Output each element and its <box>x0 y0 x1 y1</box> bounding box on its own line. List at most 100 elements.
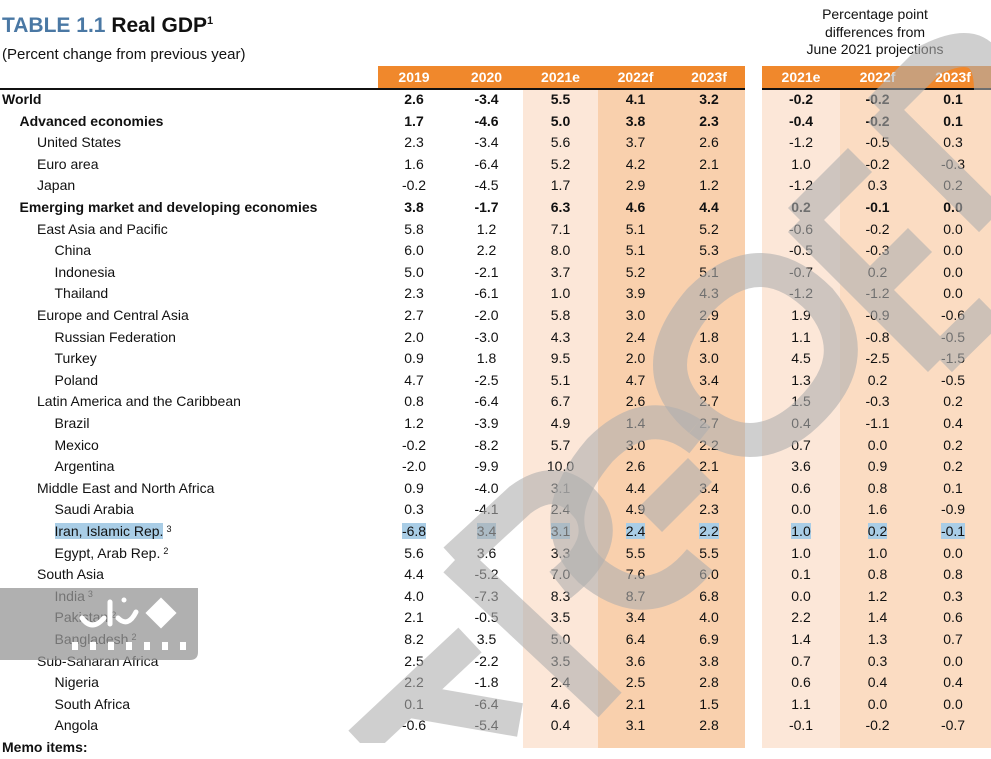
value-cell: 1.7 <box>523 177 598 194</box>
value-cell: 2.6 <box>598 458 673 475</box>
table-row: Egypt, Arab Rep. 2 5.6 3.6 3.3 5.5 5.5 1.0 1.0 0.… <box>0 543 991 565</box>
diff-cell-text: -0.5 <box>865 134 890 151</box>
value-cell-text: 4.7 <box>625 371 646 388</box>
row-label: Egypt, Arab Rep. 2 <box>55 545 169 562</box>
diff-cell-text: -0.2 <box>865 112 890 129</box>
table-row: Latin America and the Caribbean 0.8 -6.4 6.… <box>0 391 991 413</box>
row-label-text: China <box>54 242 92 259</box>
value-cell: 1.7 <box>378 113 450 130</box>
diff-cell: 0.7 <box>762 653 840 670</box>
value-cell: 7.0 <box>523 566 598 583</box>
diff-cell-text: 0.0 <box>943 285 963 302</box>
diff-column-header: 2021e <box>781 69 821 85</box>
row-label: East Asia and Pacific <box>37 221 168 238</box>
value-cell-text: 2.2 <box>404 674 424 691</box>
value-cell: -2.0 <box>378 458 450 475</box>
value-cell-text: 5.3 <box>699 242 719 259</box>
value-cell-text: 0.3 <box>404 501 424 518</box>
table-subtitle: (Percent change from previous year) <box>2 46 246 63</box>
diff-cell: -0.1 <box>762 717 840 734</box>
diff-cell: 0.1 <box>915 480 991 497</box>
value-cell: 2.3 <box>378 134 450 151</box>
value-cell-text: -4.0 <box>474 479 499 496</box>
diff-cell-text: 0.6 <box>791 674 811 691</box>
value-cell-text: 1.7 <box>404 112 424 129</box>
table-title-text: Real GDP <box>111 14 208 37</box>
diff-cell-text: -2.5 <box>865 350 890 367</box>
value-cell: 5.5 <box>598 545 673 562</box>
diff-cell: -0.1 <box>840 199 915 216</box>
value-cell-text: 3.4 <box>476 523 497 539</box>
diff-cell: -1.2 <box>840 285 915 302</box>
value-cell: 4.3 <box>673 285 745 302</box>
value-cell: 5.1 <box>673 264 745 281</box>
diff-cell: 0.2 <box>762 199 840 216</box>
value-cell: 3.8 <box>673 653 745 670</box>
diff-cell-text: 1.0 <box>867 544 888 561</box>
value-cell: 7.1 <box>523 221 598 238</box>
diff-cell-text: 1.0 <box>791 544 811 561</box>
diff-cell-text: 0.8 <box>943 566 963 583</box>
value-cell: 2.4 <box>523 674 598 691</box>
value-cell: 6.8 <box>673 588 745 605</box>
value-cell-text: 3.2 <box>699 91 719 107</box>
diff-cell: 0.2 <box>840 523 915 540</box>
value-cell: 8.7 <box>598 588 673 605</box>
value-cell: 3.4 <box>673 372 745 389</box>
value-cell-text: 6.7 <box>550 393 571 410</box>
row-label: World <box>2 91 41 108</box>
table-row: Europe and Central Asia 2.7 -2.0 5.8 3.0 2.9 1… <box>0 305 991 327</box>
value-cell-text: 3.0 <box>699 350 719 367</box>
diff-cell-text: 1.0 <box>791 523 811 539</box>
value-cell: 4.3 <box>523 329 598 346</box>
value-cell: -6.4 <box>450 393 523 410</box>
value-cell: 5.5 <box>673 545 745 562</box>
value-cell-text: 5.2 <box>625 263 646 280</box>
value-cell-text: 3.0 <box>625 307 646 323</box>
diff-cell-text: 1.2 <box>867 587 888 604</box>
row-label: Bangladesh 2 <box>55 631 137 648</box>
diff-cell: 1.4 <box>762 631 840 648</box>
value-cell: 8.3 <box>523 588 598 605</box>
value-cell: 4.9 <box>598 501 673 518</box>
row-label-text: India <box>54 587 85 604</box>
value-cell-text: 2.7 <box>404 307 424 323</box>
diff-cell: -0.7 <box>915 717 991 734</box>
diff-cell: -0.2 <box>840 91 915 108</box>
value-cell-text: 4.0 <box>699 609 719 626</box>
value-cell: 5.1 <box>598 221 673 238</box>
diff-cell: -0.3 <box>840 393 915 410</box>
diff-column-header: 2022f <box>859 69 896 85</box>
diff-cell: 0.3 <box>915 134 991 151</box>
diff-cell-text: 0.1 <box>943 91 963 107</box>
diff-cell: 1.6 <box>840 501 915 518</box>
diff-cell-text: 0.0 <box>791 501 811 518</box>
value-cell: 3.6 <box>598 653 673 670</box>
row-label: South Africa <box>55 696 131 713</box>
diff-cell-text: 0.4 <box>943 415 963 431</box>
row-label-text: Nigeria <box>54 674 99 691</box>
diff-cell: 0.9 <box>840 458 915 475</box>
value-cell-text: 8.7 <box>625 587 646 604</box>
diff-cell: -0.5 <box>840 134 915 151</box>
diff-cell-text: 1.5 <box>791 393 811 410</box>
table-row: Euro area 1.6 -6.4 5.2 4.2 2.1 1.0 -0.2 -0.3 <box>0 154 991 176</box>
value-cell: 10.0 <box>523 458 598 475</box>
table-row: Sub-Saharan Africa 2.5 -2.2 3.5 3.6 3.8 0.7 0.3… <box>0 651 991 673</box>
value-cell: -0.6 <box>378 717 450 734</box>
footnote-marker: 3 <box>87 588 93 599</box>
value-cell-text: 3.8 <box>699 652 719 669</box>
value-cell-text: 2.3 <box>404 134 424 151</box>
value-cell: 2.6 <box>673 134 745 151</box>
diff-cell: 0.4 <box>915 415 991 432</box>
value-cell-text: 5.5 <box>625 544 646 561</box>
value-cell: 3.8 <box>598 113 673 130</box>
row-label-text: Pakistan <box>54 609 109 626</box>
value-cell-text: 3.4 <box>699 371 719 388</box>
diff-cell: 1.2 <box>840 588 915 605</box>
diff-cell-text: 0.0 <box>943 695 963 712</box>
row-label: Europe and Central Asia <box>37 307 189 324</box>
diff-cell-text: 0.0 <box>943 544 963 561</box>
value-cell: 5.0 <box>523 113 598 130</box>
value-cell-text: 1.0 <box>550 285 571 302</box>
